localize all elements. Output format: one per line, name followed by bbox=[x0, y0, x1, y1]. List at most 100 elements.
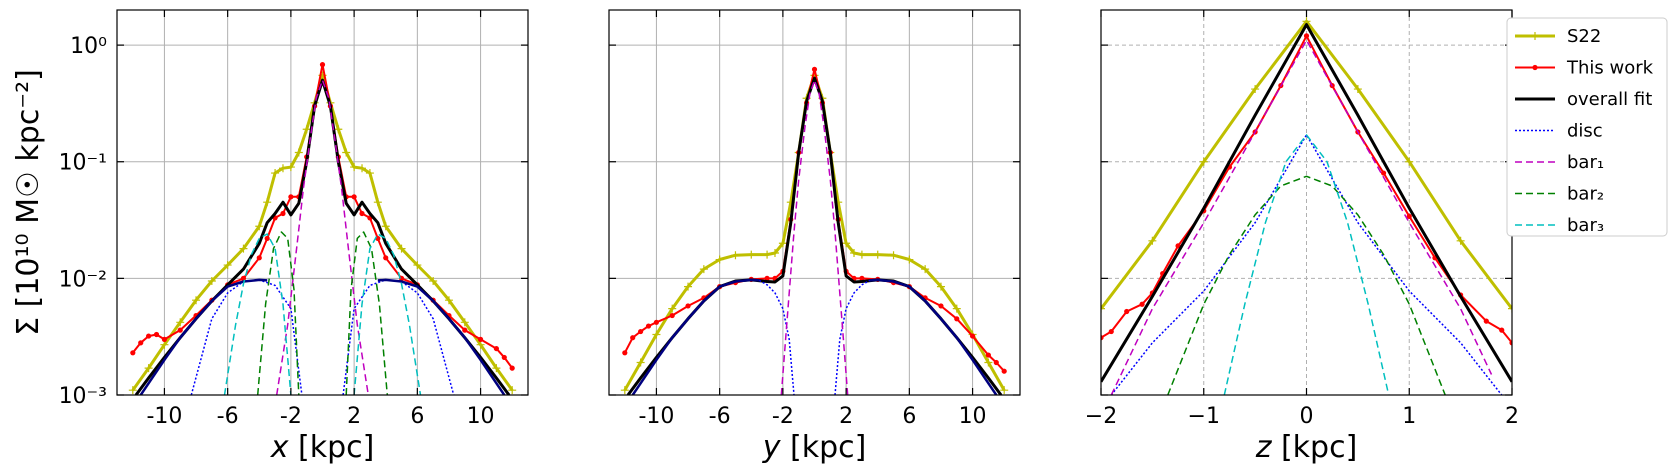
data-point bbox=[622, 350, 628, 356]
y-axis-title: Σ [10¹⁰ M☉ kpc⁻²] bbox=[11, 69, 46, 336]
data-point bbox=[731, 251, 740, 260]
data-point bbox=[207, 276, 216, 285]
data-point bbox=[1251, 85, 1260, 94]
series-line-disc-far-wings- bbox=[631, 278, 760, 395]
data-point bbox=[351, 194, 357, 200]
x-tick-label: -10 bbox=[638, 404, 674, 429]
series-line-bar- bbox=[345, 231, 389, 395]
data-point bbox=[699, 265, 708, 274]
data-point bbox=[630, 335, 636, 341]
data-point bbox=[1101, 304, 1105, 313]
data-point bbox=[240, 275, 247, 281]
data-point bbox=[1499, 327, 1505, 333]
data-point bbox=[936, 282, 945, 291]
data-point bbox=[492, 364, 501, 373]
data-point bbox=[645, 323, 652, 329]
legend: S22 This work overall fit disc bar₁ bar₂ bar₃ bbox=[1506, 17, 1668, 237]
data-point bbox=[938, 303, 944, 309]
data-point bbox=[1380, 170, 1387, 176]
data-point bbox=[460, 318, 469, 327]
data-point bbox=[294, 148, 303, 157]
legend-marker bbox=[1531, 32, 1539, 40]
x-tick-label: -2 bbox=[772, 404, 794, 429]
data-point bbox=[161, 336, 168, 342]
data-point bbox=[176, 318, 185, 327]
data-point bbox=[381, 222, 390, 231]
data-point bbox=[302, 125, 311, 134]
data-point bbox=[1000, 386, 1009, 395]
data-point bbox=[778, 239, 787, 248]
data-point bbox=[1303, 33, 1310, 39]
data-point bbox=[138, 340, 144, 346]
data-point bbox=[144, 364, 153, 373]
series-line-this-work bbox=[132, 63, 514, 369]
data-point bbox=[271, 169, 280, 178]
series-line-disc bbox=[342, 279, 455, 395]
data-point bbox=[1199, 157, 1208, 166]
axes-frame bbox=[608, 9, 1021, 396]
data-point bbox=[383, 255, 389, 261]
data-point bbox=[747, 250, 756, 259]
series-group bbox=[620, 66, 1009, 395]
data-point bbox=[288, 194, 294, 200]
data-point bbox=[350, 163, 359, 172]
data-point bbox=[358, 164, 367, 173]
series-line-disc-far-wings- bbox=[139, 278, 268, 395]
panel-y: -10 -6 -2 2 6 10 y [kpc] bbox=[608, 9, 1021, 465]
data-point bbox=[684, 282, 693, 291]
x-tick-label: 2 bbox=[839, 404, 853, 429]
legend-marker bbox=[1532, 64, 1538, 71]
data-point bbox=[638, 328, 644, 335]
data-point bbox=[921, 265, 930, 274]
data-point bbox=[653, 319, 660, 325]
legend-label: bar₁ bbox=[1567, 152, 1604, 173]
x-axis-variable: z bbox=[1255, 430, 1273, 465]
y-tick-label: 10⁻³ bbox=[59, 384, 107, 409]
series-line-disc bbox=[758, 279, 795, 395]
series-line-disc-far-wings- bbox=[377, 278, 506, 395]
x-axis-title: z [kpc] bbox=[1255, 430, 1358, 465]
x-tick-label: 2 bbox=[1505, 404, 1519, 429]
x-tick-label: -6 bbox=[709, 404, 731, 429]
data-point bbox=[509, 365, 515, 371]
series-line-bar- bbox=[223, 233, 292, 395]
series-line-disc-far-wings- bbox=[869, 278, 998, 395]
x-tick-label: −1 bbox=[1188, 404, 1220, 429]
x-tick-label: -6 bbox=[217, 404, 239, 429]
data-point bbox=[857, 250, 866, 259]
series-line-s22 bbox=[131, 73, 514, 392]
data-point bbox=[444, 296, 453, 305]
data-point bbox=[636, 358, 645, 367]
x-axis-title: y [kpc] bbox=[762, 430, 867, 465]
data-point bbox=[1509, 340, 1512, 346]
data-point bbox=[1483, 318, 1489, 324]
data-point bbox=[278, 164, 287, 173]
data-point bbox=[1353, 85, 1362, 94]
series-line-disc bbox=[834, 279, 871, 395]
data-point bbox=[128, 386, 137, 395]
data-point bbox=[985, 352, 991, 358]
x-tick-label: −2 bbox=[1085, 404, 1117, 429]
data-point bbox=[493, 345, 499, 352]
data-point bbox=[462, 327, 468, 333]
x-tick-label: -10 bbox=[146, 404, 182, 429]
data-point bbox=[770, 249, 779, 258]
data-point bbox=[1139, 301, 1145, 307]
data-point bbox=[1101, 335, 1104, 341]
data-point bbox=[668, 304, 677, 313]
data-point bbox=[153, 331, 160, 338]
series-line-bar- bbox=[1223, 134, 1390, 395]
series-line-bar- bbox=[256, 231, 300, 395]
data-point bbox=[984, 358, 993, 367]
x-axis-variable: x bbox=[270, 430, 289, 465]
data-point bbox=[969, 333, 976, 339]
x-tick-label: 2 bbox=[347, 404, 361, 429]
panel-x: -10 -6 -2 2 6 10 10⁰ 10⁻¹ 10⁻² 10⁻³ x [kpc] Σ [10¹⁰… bbox=[11, 9, 529, 465]
legend-label: This work bbox=[1566, 58, 1654, 79]
x-tick-label: 10 bbox=[959, 404, 987, 429]
data-point bbox=[130, 350, 136, 356]
data-point bbox=[397, 244, 406, 253]
data-point bbox=[177, 327, 183, 333]
legend-label: bar₂ bbox=[1567, 184, 1604, 205]
